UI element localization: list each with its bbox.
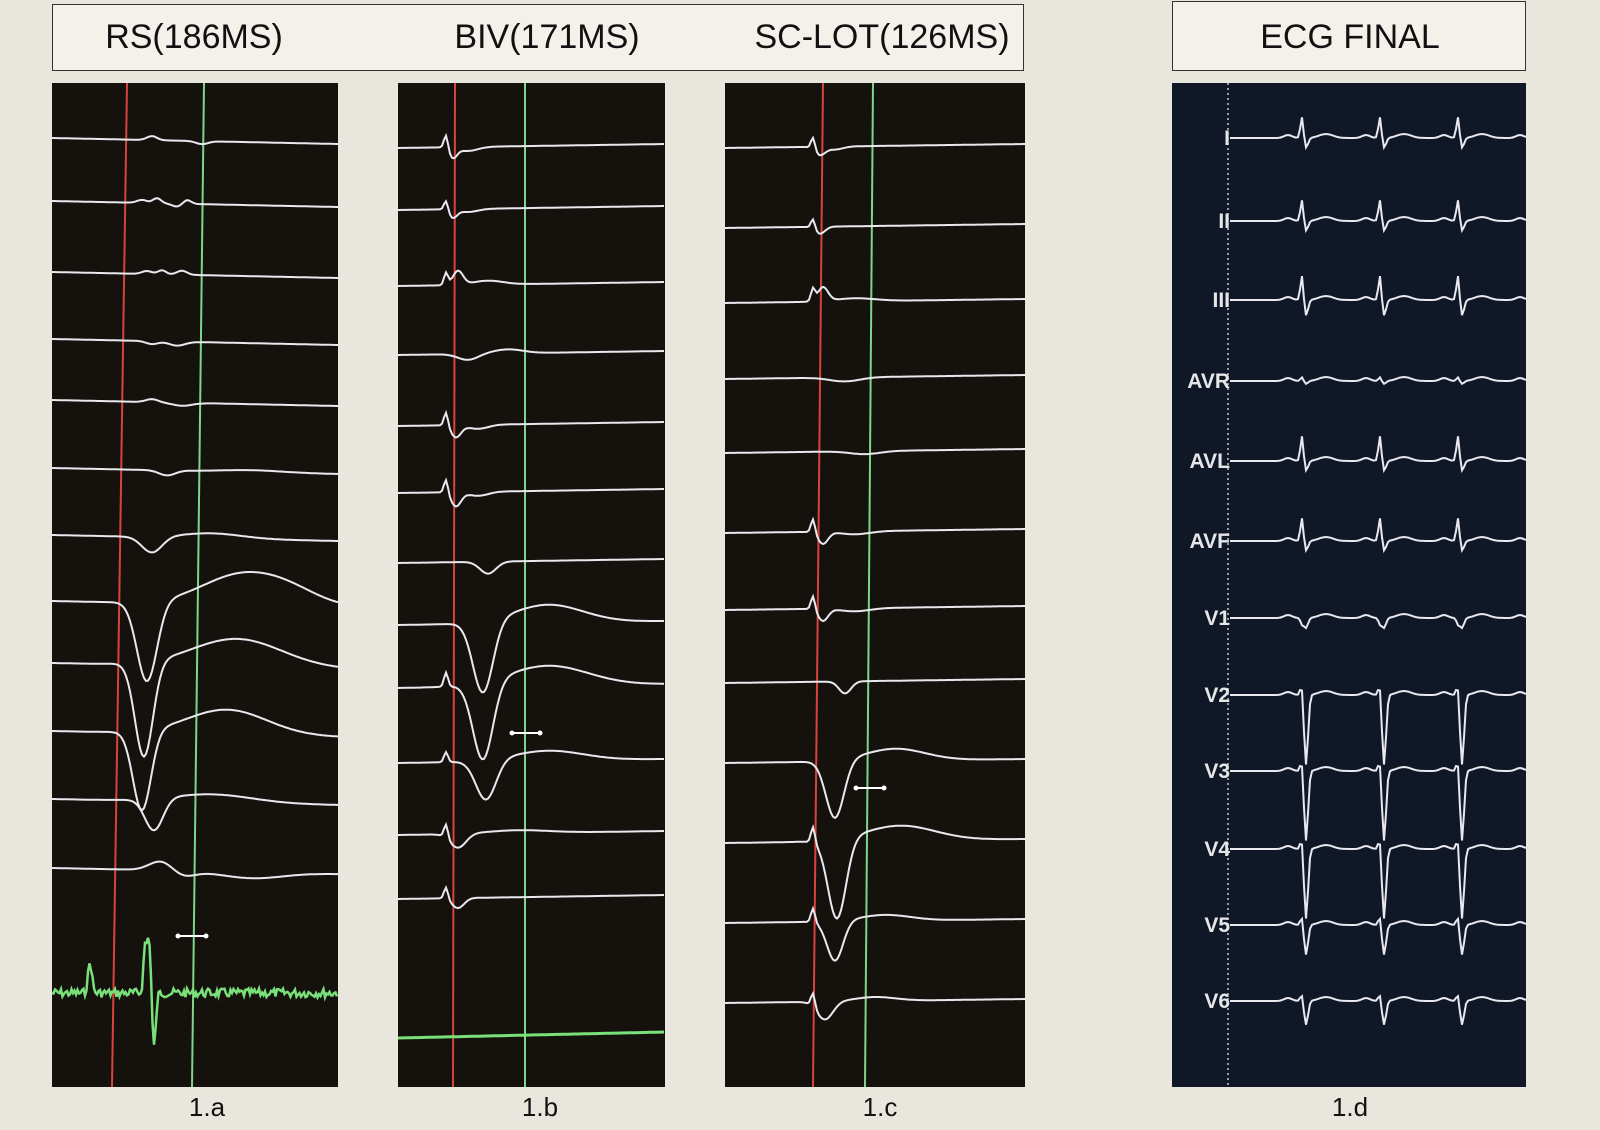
- interval-arrow: [175, 933, 209, 939]
- trace-sclot: [725, 448, 1025, 456]
- trace-biv: [398, 749, 664, 801]
- green-intracardiac-trace: [398, 1030, 665, 1040]
- trace-rs: [52, 637, 338, 759]
- panel-title-sclot: SC-LOT(126MS): [754, 18, 1010, 56]
- red-marker-line: [452, 83, 456, 1087]
- trace-biv: [398, 884, 664, 910]
- ecg-lead-trace: [1230, 688, 1526, 765]
- trace-rs: [52, 793, 338, 832]
- trace-sclot: [725, 593, 1025, 623]
- trace-sclot: [725, 217, 1025, 235]
- trace-rs: [52, 197, 338, 208]
- trace-rs: [52, 269, 338, 279]
- ecg-lead-trace: [1230, 275, 1526, 316]
- panel-biv: [398, 83, 665, 1087]
- trace-sclot: [725, 374, 1025, 383]
- trace-sclot: [725, 285, 1025, 304]
- green-marker-line: [191, 83, 205, 1087]
- ecg-lead-trace: [1230, 117, 1526, 151]
- red-marker-line: [812, 83, 824, 1087]
- ecg-lead-trace: [1230, 764, 1526, 841]
- ecg-lead-label: III: [1212, 289, 1230, 312]
- ecg-title: ECG FINAL: [1260, 18, 1440, 56]
- traces-sclot: [725, 83, 1025, 1087]
- ecg-lead-label: AVF: [1190, 530, 1231, 553]
- caption-1d: 1.d: [1331, 1092, 1369, 1122]
- trace-rs: [52, 398, 338, 407]
- traces-rs: [52, 83, 338, 1087]
- trace-sclot: [725, 747, 1025, 820]
- header-box-ecg: [1172, 1, 1526, 71]
- trace-biv: [398, 477, 664, 508]
- panel-ecg: I II III AVR AVL AVF V1 V2 V3 V4 V5 V6: [1172, 83, 1526, 1087]
- trace-biv: [398, 664, 664, 761]
- ecg-lead-trace: [1230, 916, 1526, 955]
- ecg-lead-trace: [1230, 612, 1526, 630]
- interval-arrow: [509, 730, 543, 736]
- caption-1a: 1.a: [188, 1092, 226, 1122]
- trace-sclot: [725, 905, 1025, 962]
- trace-biv: [398, 199, 664, 220]
- ecg-lead-trace: [1230, 200, 1526, 234]
- panel-title-biv: BIV(171MS): [454, 18, 640, 56]
- ecg-lead-trace: [1230, 375, 1526, 386]
- caption-1c: 1.c: [862, 1092, 898, 1122]
- trace-rs: [52, 338, 338, 347]
- trace-biv: [398, 348, 664, 361]
- trace-rs: [52, 532, 338, 554]
- trace-rs: [52, 467, 338, 477]
- green-marker-line: [864, 83, 874, 1087]
- trace-sclot: [725, 135, 1025, 157]
- trace-sclot: [725, 678, 1025, 695]
- trace-sclot: [725, 516, 1025, 546]
- ecg-lead-label: V5: [1204, 914, 1230, 937]
- trace-sclot: [725, 824, 1025, 920]
- trace-rs: [52, 708, 338, 812]
- ecg-lead-trace: [1230, 994, 1526, 1025]
- green-intracardiac-trace: [52, 937, 338, 1045]
- trace-biv: [398, 558, 664, 575]
- trace-rs: [52, 135, 338, 146]
- trace-biv: [398, 132, 664, 160]
- header-box-panels: [52, 4, 1024, 71]
- ecg-lead-label: V3: [1204, 760, 1230, 783]
- ecg-lead-trace: [1230, 518, 1526, 554]
- ecg-lead-label: V4: [1204, 838, 1230, 861]
- trace-biv: [398, 269, 664, 287]
- trace-rs: [52, 860, 338, 880]
- trace-biv: [398, 603, 665, 694]
- ecg-lead-label: V6: [1204, 990, 1230, 1013]
- ecg-lead-label: II: [1218, 210, 1230, 233]
- ecg-lead-trace: [1230, 436, 1526, 474]
- ecg-lead-trace: [1230, 842, 1526, 919]
- interval-arrow: [853, 785, 887, 791]
- panel-rs: [52, 83, 338, 1087]
- panel-title-rs: RS(186MS): [105, 18, 283, 56]
- red-marker-line: [111, 83, 128, 1087]
- panel-sclot: [725, 83, 1025, 1087]
- ecg-lead-label: AVL: [1190, 450, 1231, 473]
- caption-1b: 1.b: [521, 1092, 559, 1122]
- trace-biv: [398, 821, 664, 849]
- ecg-lead-label: V2: [1204, 684, 1230, 707]
- trace-rs: [52, 571, 338, 682]
- ecg-lead-label: V1: [1204, 607, 1230, 630]
- ecg-lead-label: I: [1224, 127, 1230, 150]
- ecg-lead-label: AVR: [1187, 370, 1230, 393]
- trace-sclot: [725, 990, 1025, 1021]
- trace-biv: [398, 409, 664, 439]
- traces-biv: [398, 83, 665, 1087]
